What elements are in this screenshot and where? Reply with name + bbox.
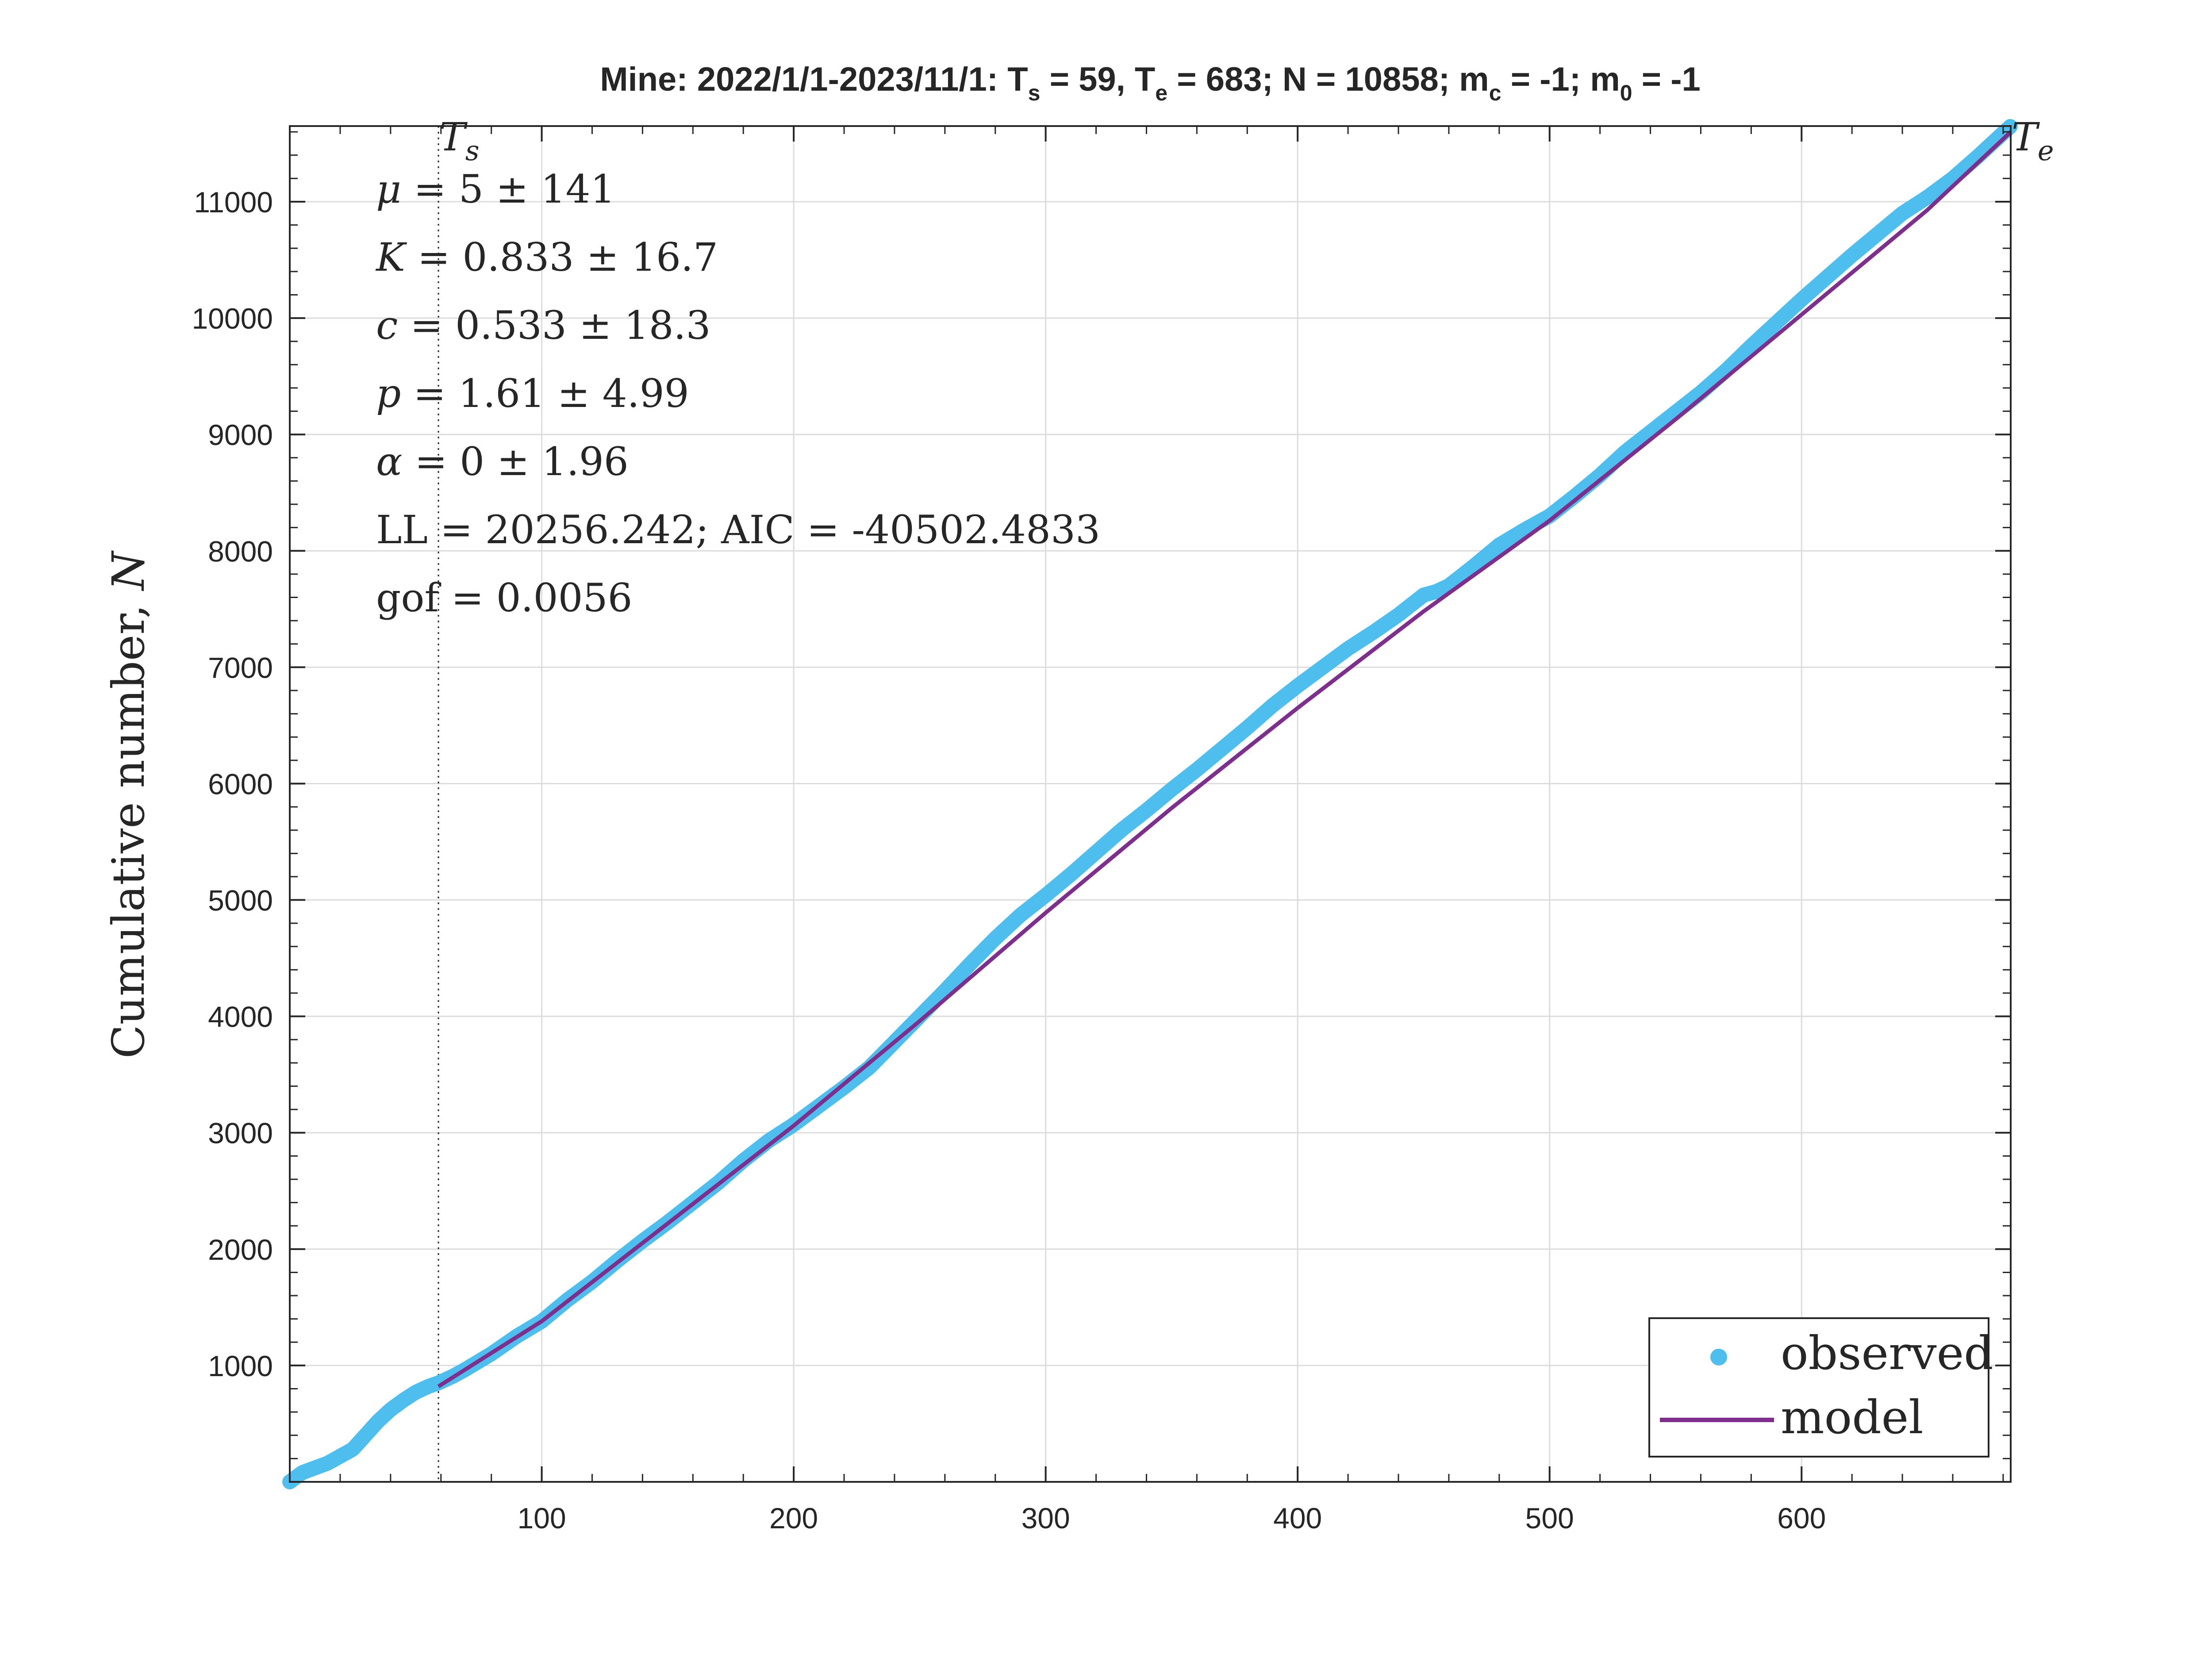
y-axis-label-var: N — [103, 550, 154, 591]
tick-layer: 100 200 300 400 500 600 1000 2000 3000 4000 5000 60… — [192, 126, 2011, 1534]
legend-observed-marker — [1710, 1349, 1727, 1366]
x-tick-label: 600 — [1777, 1502, 1826, 1534]
model-line — [437, 130, 2012, 1389]
annotation-symbol: α — [376, 439, 402, 484]
y-tick-label: 11000 — [194, 186, 273, 219]
title-ts-sub: s — [1028, 81, 1041, 105]
y-tick-label: 4000 — [208, 1001, 273, 1033]
x-tick-label: 300 — [1022, 1502, 1070, 1534]
y-axis-label: Cumulative number, N — [103, 550, 154, 1059]
annotation-line: K = 0.833 ± 16.7 — [375, 234, 718, 280]
y-tick-label: 2000 — [208, 1233, 273, 1266]
y-tick-label: 7000 — [208, 651, 273, 684]
ts-line-label: Ts — [439, 114, 480, 167]
annotation-value: LL = 20256.242; AIC = -40502.4833 — [376, 507, 1100, 552]
annotation-value: = 0.833 ± 16.7 — [405, 234, 718, 280]
x-tick-label: 100 — [517, 1502, 566, 1534]
y-tick-label: 1000 — [208, 1350, 273, 1382]
x-tick-label: 200 — [769, 1502, 818, 1534]
legend-model-label: model — [1781, 1390, 1924, 1444]
annotation-line: μ = 5 ± 141 — [376, 166, 615, 212]
x-tick-label: 400 — [1273, 1502, 1322, 1534]
annotation-symbol: K — [375, 234, 407, 280]
y-tick-label: 9000 — [208, 418, 273, 451]
series-layer — [282, 119, 2018, 1489]
y-tick-label: 5000 — [208, 884, 273, 917]
annotation-value: = 0.533 ± 18.3 — [398, 303, 710, 348]
annotation-symbol: μ — [376, 166, 401, 212]
annotation-value: = 5 ± 141 — [401, 166, 615, 212]
x-tick-label: 500 — [1525, 1502, 1574, 1534]
y-tick-label: 10000 — [192, 302, 273, 335]
title-m0-sub: 0 — [1620, 81, 1632, 105]
annotation-value: = 1.61 ± 4.99 — [401, 371, 689, 416]
annotation-value: = 0 ± 1.96 — [402, 439, 628, 484]
te-end-label: Te — [2012, 114, 2054, 167]
vline-layer: Ts — [438, 114, 480, 1482]
annotation-line: c = 0.533 ± 18.3 — [376, 303, 711, 348]
y-axis-label-main: Cumulative number, — [103, 590, 154, 1059]
axes-box — [289, 125, 2012, 1483]
annotation-line: LL = 20256.242; AIC = -40502.4833 — [376, 507, 1100, 552]
title-mc-val: = -1; m — [1502, 61, 1620, 98]
y-tick-label: 3000 — [208, 1117, 273, 1150]
title-prefix: Mine: 2022/1/1-2023/11/1: T — [600, 61, 1028, 98]
end-label-layer: Te — [2012, 114, 2054, 167]
title-te-sub: e — [1155, 81, 1167, 105]
chart-title: Mine: 2022/1/1-2023/11/1: Ts = 59, Te = … — [600, 61, 1701, 105]
y-tick-label: 6000 — [208, 767, 273, 800]
legend: observed model — [1648, 1317, 1993, 1458]
annotation-line: gof = 0.0056 — [376, 575, 632, 621]
annotation-line: α = 0 ± 1.96 — [376, 439, 629, 484]
annotation-symbol: c — [376, 303, 398, 348]
title-m0-val: = -1 — [1632, 61, 1701, 98]
y-tick-label: 8000 — [208, 535, 273, 568]
legend-box — [1648, 1317, 1989, 1458]
annotation-value: gof = 0.0056 — [376, 575, 632, 621]
legend-observed-label: observed — [1781, 1326, 1993, 1380]
annotation-line: p = 1.61 ± 4.99 — [376, 371, 689, 416]
title-mc-sub: c — [1489, 81, 1502, 105]
annotation-symbol: p — [376, 371, 401, 416]
title-te-val: = 683; N = 10858; m — [1167, 61, 1489, 98]
title-ts-val: = 59, T — [1040, 61, 1155, 98]
